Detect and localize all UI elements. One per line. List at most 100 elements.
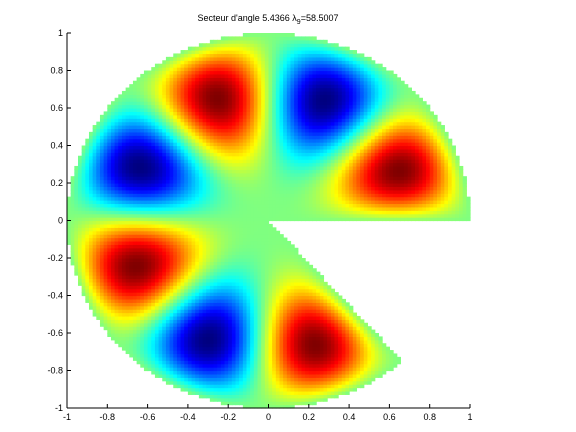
field-cell	[118, 196, 123, 201]
field-cell	[209, 159, 215, 164]
field-cell	[231, 367, 237, 372]
field-cell	[129, 148, 134, 153]
field-cell	[250, 67, 255, 72]
field-cell	[77, 162, 83, 167]
field-cell	[224, 319, 229, 324]
field-cell	[154, 309, 160, 314]
field-cell	[136, 298, 141, 303]
field-cell	[165, 350, 171, 355]
field-cell	[118, 121, 123, 126]
field-cell	[224, 186, 229, 191]
field-cell	[213, 390, 218, 395]
field-cell	[129, 172, 134, 177]
field-cell	[96, 295, 101, 300]
field-cell	[231, 295, 237, 300]
field-cell	[220, 125, 226, 130]
field-cell	[257, 111, 262, 116]
field-cell	[206, 367, 211, 372]
field-cell	[77, 223, 83, 228]
field-cell	[268, 377, 273, 382]
field-cell	[132, 155, 138, 160]
field-cell	[151, 186, 156, 191]
field-cell	[250, 121, 255, 126]
field-cell	[206, 261, 211, 266]
field-cell	[136, 97, 141, 102]
field-cell	[217, 298, 222, 303]
field-cell	[198, 295, 204, 300]
field-cell	[268, 148, 273, 153]
field-cell	[154, 152, 160, 157]
field-cell	[239, 230, 244, 235]
field-cell	[195, 254, 200, 259]
field-cell	[154, 240, 160, 245]
field-cell	[224, 155, 229, 160]
field-cell	[107, 200, 112, 205]
field-cell	[140, 94, 145, 99]
field-cell	[147, 73, 152, 78]
field-cell	[242, 353, 248, 358]
field-cell	[272, 394, 277, 399]
field-cell	[242, 298, 248, 303]
field-cell	[257, 298, 262, 303]
field-cell	[213, 319, 218, 324]
field-cell	[110, 220, 116, 225]
field-cell	[217, 281, 222, 286]
field-cell	[187, 298, 193, 303]
field-cell	[198, 172, 204, 177]
field-cell	[110, 189, 116, 194]
field-cell	[250, 298, 255, 303]
field-cell	[195, 390, 200, 395]
field-cell	[96, 135, 101, 140]
field-cell	[136, 217, 141, 222]
field-cell	[187, 87, 193, 92]
field-cell	[70, 220, 75, 225]
field-cell	[224, 101, 229, 106]
field-cell	[99, 125, 105, 130]
field-cell	[246, 315, 251, 320]
field-cell	[70, 261, 75, 266]
field-cell	[173, 203, 178, 208]
field-cell	[209, 227, 215, 232]
field-cell	[209, 363, 215, 368]
field-cell	[268, 50, 273, 55]
field-cell	[187, 227, 193, 232]
field-cell	[191, 288, 196, 293]
field-cell	[217, 80, 222, 85]
field-cell	[209, 193, 215, 198]
field-cell	[154, 223, 160, 228]
field-cell	[180, 380, 185, 385]
field-cell	[206, 90, 211, 95]
field-cell	[250, 397, 255, 402]
field-cell	[162, 244, 167, 249]
field-cell	[110, 125, 116, 130]
field-cell	[209, 285, 215, 290]
field-cell	[165, 63, 171, 68]
field-cell	[118, 186, 123, 191]
field-cell	[158, 264, 163, 269]
field-cell	[114, 268, 119, 273]
field-cell	[213, 377, 218, 382]
field-cell	[107, 254, 112, 259]
field-cell	[96, 251, 101, 256]
field-cell	[261, 322, 266, 327]
field-cell	[140, 268, 145, 273]
field-cell	[268, 210, 273, 215]
field-cell	[198, 94, 204, 99]
field-cell	[121, 145, 127, 150]
field-cell	[132, 179, 138, 184]
field-cell	[231, 271, 237, 276]
field-cell	[209, 268, 215, 273]
field-cell	[224, 128, 229, 133]
field-cell	[261, 70, 266, 75]
field-cell	[217, 172, 222, 177]
field-cell	[198, 360, 204, 365]
field-cell	[92, 309, 97, 314]
field-cell	[74, 244, 79, 249]
field-cell	[184, 234, 189, 239]
field-cell	[239, 329, 244, 334]
field-cell	[176, 70, 182, 75]
field-cell	[202, 84, 207, 89]
field-cell	[169, 356, 174, 361]
field-cell	[173, 278, 178, 283]
field-cell	[224, 183, 229, 188]
